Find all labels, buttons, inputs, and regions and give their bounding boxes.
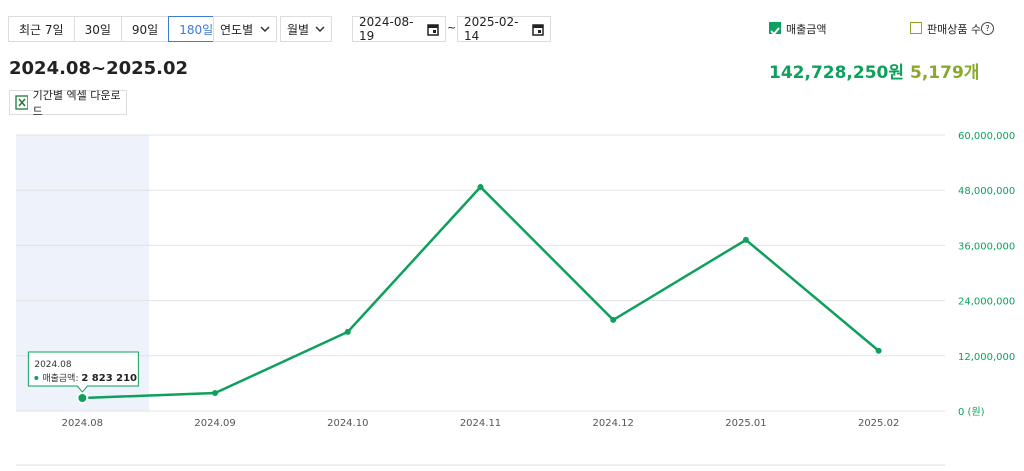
excel-button[interactable]: 기간별 엑셀 다운로드 [9, 89, 127, 118]
x-tick-label: 2024.12 [593, 418, 634, 429]
dropdown[interactable]: 월별 [280, 16, 332, 42]
tooltip-dot [34, 376, 39, 381]
checkbox[interactable] [910, 22, 922, 34]
metric-label[interactable]: 판매상품 수 [927, 23, 982, 36]
x-tick-label: 2024.10 [327, 418, 368, 429]
x-tick-label: 2024.11 [460, 418, 501, 429]
date-text: 2024-08-19 [359, 15, 414, 43]
period-button[interactable]: 90일 [120, 16, 170, 42]
value-label: 2 823 210 [81, 373, 137, 384]
tooltip-title: 2024.08 [34, 360, 71, 370]
date-text: 2025-02-14 [464, 15, 519, 43]
y-tick-label: 60,000,000 [958, 131, 1015, 142]
chevron [315, 26, 325, 32]
point [610, 316, 617, 323]
point [477, 183, 484, 190]
line [82, 185, 880, 400]
metric-label[interactable]: 매출금액 [786, 23, 827, 36]
date-input[interactable]: 2024-08-19 [352, 15, 446, 43]
y-tick-label: 24,000,000 [958, 297, 1015, 308]
x-tick-label: 2025.02 [858, 418, 899, 429]
y-tick-label: 12,000,000 [958, 352, 1015, 363]
dropdown-label: 월별 [287, 22, 310, 37]
point [875, 347, 882, 354]
calendar-icon [427, 23, 439, 36]
date-input[interactable]: 2025-02-14 [457, 15, 551, 43]
items-total: 5,179개 [910, 63, 980, 83]
tooltip: 2024.08 매출금액: 2 823 210 [27, 351, 139, 393]
y-tick-label: 48,000,000 [958, 186, 1015, 197]
check-mark [770, 27, 780, 36]
period-button[interactable]: 최근 7일 [8, 16, 75, 42]
period-title: 2024.08~2025.02 [9, 58, 189, 79]
tooltip-label: 매출금액: [42, 372, 78, 384]
date-separator: ~ [447, 21, 457, 34]
excel-icon [15, 95, 28, 110]
point [212, 390, 219, 397]
point-highlight [76, 392, 89, 405]
point [344, 328, 351, 335]
point [742, 236, 749, 243]
dropdown-label: 연도별 [220, 22, 254, 37]
tooltip-box [27, 351, 139, 393]
period-buttons: 최근 7일 30일 90일 180일 [8, 16, 225, 42]
period-button[interactable]: 30일 [73, 16, 122, 42]
help-icon[interactable]: ? [981, 22, 994, 35]
y-tick-label: 36,000,000 [958, 241, 1015, 252]
checkbox-checked[interactable] [769, 22, 781, 36]
x-tick-label: 2025.01 [725, 418, 766, 429]
y-tick-label: 0 (원) [958, 406, 985, 418]
x-tick-label: 2024.09 [194, 418, 235, 429]
dropdown[interactable]: 연도별 [213, 16, 277, 42]
x-tick-label: 2024.08 [62, 418, 103, 429]
calendar-icon [532, 23, 544, 36]
excel-label: 기간별 엑셀 다운로드 [32, 88, 121, 118]
sales-total: 142,728,250원 [769, 63, 905, 83]
chevron [260, 26, 270, 32]
